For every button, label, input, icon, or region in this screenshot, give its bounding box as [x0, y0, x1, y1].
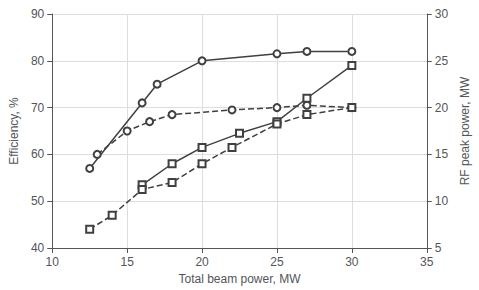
svg-text:25: 25: [435, 54, 449, 68]
svg-text:Efficiency, %: Efficiency, %: [7, 97, 21, 165]
svg-text:20: 20: [435, 101, 449, 115]
svg-text:RF peak power, MW: RF peak power, MW: [458, 76, 472, 185]
svg-text:60: 60: [31, 147, 45, 161]
svg-text:15: 15: [120, 255, 134, 269]
svg-text:10: 10: [435, 194, 449, 208]
svg-text:15: 15: [435, 147, 449, 161]
svg-text:80: 80: [31, 54, 45, 68]
svg-text:5: 5: [435, 241, 442, 255]
svg-text:20: 20: [195, 255, 209, 269]
svg-text:50: 50: [31, 194, 45, 208]
svg-text:30: 30: [435, 7, 449, 21]
svg-text:25: 25: [270, 255, 284, 269]
svg-text:70: 70: [31, 101, 45, 115]
svg-text:40: 40: [31, 241, 45, 255]
svg-text:30: 30: [345, 255, 359, 269]
svg-text:35: 35: [420, 255, 434, 269]
svg-text:Total beam power, MW: Total beam power, MW: [178, 272, 301, 286]
svg-text:90: 90: [31, 7, 45, 21]
svg-text:10: 10: [46, 255, 60, 269]
